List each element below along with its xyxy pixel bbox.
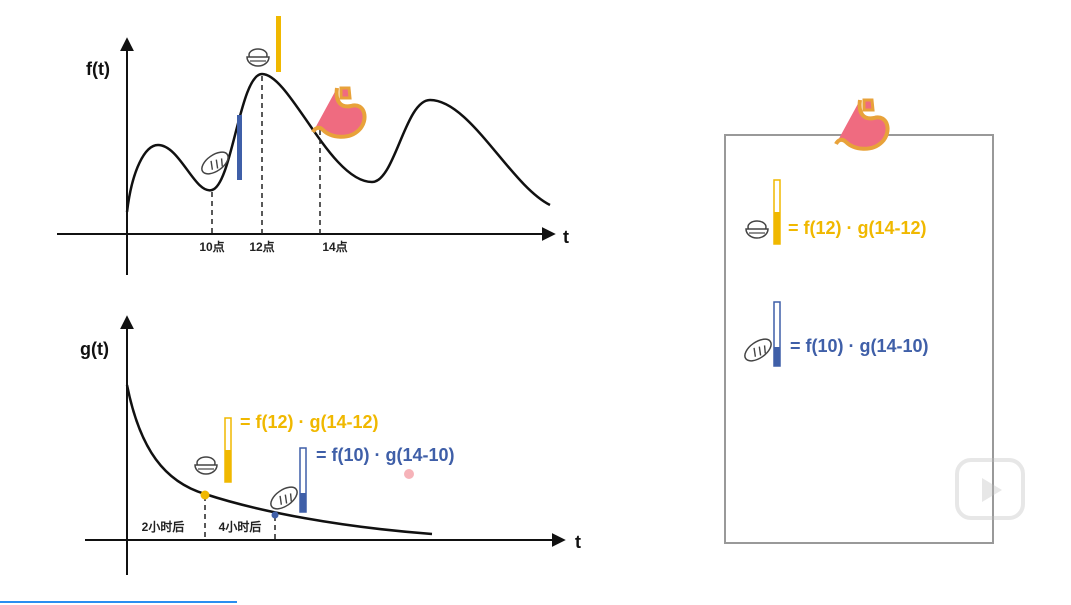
tick-label: 10点 <box>199 239 224 254</box>
blue-gauge-fill <box>300 493 306 512</box>
bottom-plot: g(t) t 2小时后 4小时后 = f(12) · g(14-12) = f(… <box>80 315 581 575</box>
watermark <box>955 458 1025 520</box>
cursor <box>404 469 414 479</box>
bread-icon <box>197 147 233 179</box>
x-label: t <box>575 532 581 552</box>
bread-formula: = f(10) · g(14-10) <box>790 336 929 356</box>
rice-icon <box>194 456 218 475</box>
tick-label: 12点 <box>249 239 274 254</box>
tick-label: 14点 <box>322 239 347 254</box>
rice-formula: = f(12) · g(14-12) <box>788 218 927 238</box>
blue-bar <box>237 115 242 180</box>
yellow-gauge-fill <box>774 212 780 244</box>
stomach-icon <box>311 86 367 139</box>
stomach-icon <box>834 98 890 151</box>
bread-icon <box>266 482 302 514</box>
g-curve <box>125 384 433 536</box>
x-label: t <box>563 227 569 247</box>
stomach-box: = f(12) · g(14-12) = f(10) · g(14-10) <box>724 98 994 544</box>
tick-label: 2小时后 <box>142 519 185 534</box>
progress-bar <box>0 601 237 603</box>
blue-gauge-fill <box>774 347 780 366</box>
yellow-bar <box>276 16 281 72</box>
rice-icon <box>745 220 769 239</box>
yellow-point <box>200 490 210 500</box>
y-label: f(t) <box>86 59 110 79</box>
blue-point <box>271 511 279 519</box>
yellow-gauge-fill <box>225 450 231 482</box>
bread-icon <box>740 334 776 366</box>
f-curve <box>125 72 551 213</box>
y-label: g(t) <box>80 339 109 359</box>
rice-icon <box>246 48 270 67</box>
bread-formula: = f(10) · g(14-10) <box>316 445 455 465</box>
top-plot: f(t) t 10点 12点 14点 <box>57 16 569 275</box>
rice-formula: = f(12) · g(14-12) <box>240 412 379 432</box>
tick-label: 4小时后 <box>219 519 262 534</box>
